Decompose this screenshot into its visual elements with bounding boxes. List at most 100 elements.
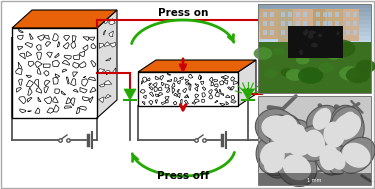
Polygon shape	[36, 45, 41, 50]
Bar	[281, 30, 285, 35]
Bar	[258, 96, 371, 185]
Polygon shape	[224, 75, 228, 78]
Polygon shape	[112, 68, 116, 73]
Ellipse shape	[333, 113, 361, 140]
Ellipse shape	[338, 137, 375, 173]
Ellipse shape	[264, 69, 278, 78]
Bar	[138, 72, 238, 106]
Polygon shape	[159, 87, 162, 91]
Bar	[258, 96, 371, 185]
Ellipse shape	[262, 115, 302, 144]
Polygon shape	[83, 37, 89, 41]
Ellipse shape	[286, 124, 305, 142]
Polygon shape	[147, 78, 150, 81]
Polygon shape	[142, 102, 145, 105]
Polygon shape	[155, 100, 158, 104]
Bar	[270, 21, 274, 26]
Polygon shape	[172, 83, 175, 88]
Polygon shape	[45, 97, 52, 104]
Polygon shape	[226, 101, 229, 105]
Polygon shape	[124, 89, 136, 100]
Ellipse shape	[311, 43, 318, 47]
Ellipse shape	[260, 142, 284, 167]
Polygon shape	[149, 101, 153, 105]
Polygon shape	[220, 93, 224, 96]
Ellipse shape	[332, 107, 362, 138]
Polygon shape	[18, 62, 22, 70]
Polygon shape	[110, 43, 116, 47]
Polygon shape	[161, 101, 166, 105]
Ellipse shape	[283, 119, 308, 146]
Polygon shape	[18, 79, 22, 85]
Polygon shape	[215, 92, 219, 97]
Polygon shape	[45, 80, 50, 86]
Polygon shape	[28, 88, 32, 95]
Polygon shape	[78, 106, 86, 110]
Ellipse shape	[308, 34, 314, 39]
Polygon shape	[150, 92, 154, 96]
Polygon shape	[57, 42, 60, 47]
Polygon shape	[153, 83, 157, 87]
Ellipse shape	[280, 120, 315, 163]
Polygon shape	[172, 88, 175, 93]
Polygon shape	[19, 97, 26, 104]
Ellipse shape	[318, 62, 334, 73]
Polygon shape	[220, 103, 225, 106]
Polygon shape	[141, 81, 143, 84]
Ellipse shape	[330, 105, 364, 148]
Polygon shape	[16, 68, 22, 75]
Polygon shape	[83, 76, 86, 77]
Polygon shape	[73, 55, 80, 60]
Ellipse shape	[326, 146, 349, 174]
Polygon shape	[88, 77, 95, 81]
Bar	[335, 30, 339, 35]
Ellipse shape	[283, 154, 311, 180]
Bar	[328, 30, 332, 35]
Polygon shape	[195, 87, 198, 91]
Ellipse shape	[280, 68, 293, 77]
Polygon shape	[214, 80, 218, 82]
Ellipse shape	[270, 117, 302, 159]
Polygon shape	[195, 94, 199, 98]
Polygon shape	[154, 87, 158, 92]
Polygon shape	[12, 10, 117, 28]
Polygon shape	[188, 83, 191, 85]
Polygon shape	[79, 62, 86, 68]
Bar	[260, 9, 278, 39]
Polygon shape	[73, 72, 78, 77]
Polygon shape	[174, 77, 177, 81]
Bar	[303, 30, 307, 35]
Polygon shape	[181, 99, 182, 104]
Bar	[296, 12, 300, 17]
Bar	[346, 21, 350, 26]
Polygon shape	[165, 84, 169, 88]
Ellipse shape	[256, 136, 288, 173]
Polygon shape	[214, 100, 218, 103]
Polygon shape	[138, 60, 256, 72]
Polygon shape	[140, 90, 145, 93]
Polygon shape	[209, 77, 213, 81]
Bar	[288, 12, 292, 17]
Polygon shape	[104, 30, 106, 35]
Polygon shape	[89, 97, 93, 103]
Polygon shape	[104, 81, 112, 84]
Ellipse shape	[295, 125, 333, 161]
Bar	[263, 12, 267, 17]
Polygon shape	[80, 88, 87, 93]
Ellipse shape	[279, 115, 298, 136]
Polygon shape	[53, 77, 58, 84]
Text: 1 mm: 1 mm	[307, 177, 321, 183]
Polygon shape	[55, 89, 60, 94]
Polygon shape	[200, 81, 204, 84]
Bar	[335, 12, 339, 17]
Bar	[335, 21, 339, 26]
Polygon shape	[166, 88, 170, 92]
Polygon shape	[17, 35, 23, 40]
Bar	[353, 30, 357, 35]
Polygon shape	[28, 61, 33, 67]
Polygon shape	[37, 68, 41, 74]
Bar	[263, 30, 267, 35]
Ellipse shape	[313, 108, 331, 130]
Polygon shape	[105, 70, 110, 75]
Polygon shape	[44, 36, 50, 40]
